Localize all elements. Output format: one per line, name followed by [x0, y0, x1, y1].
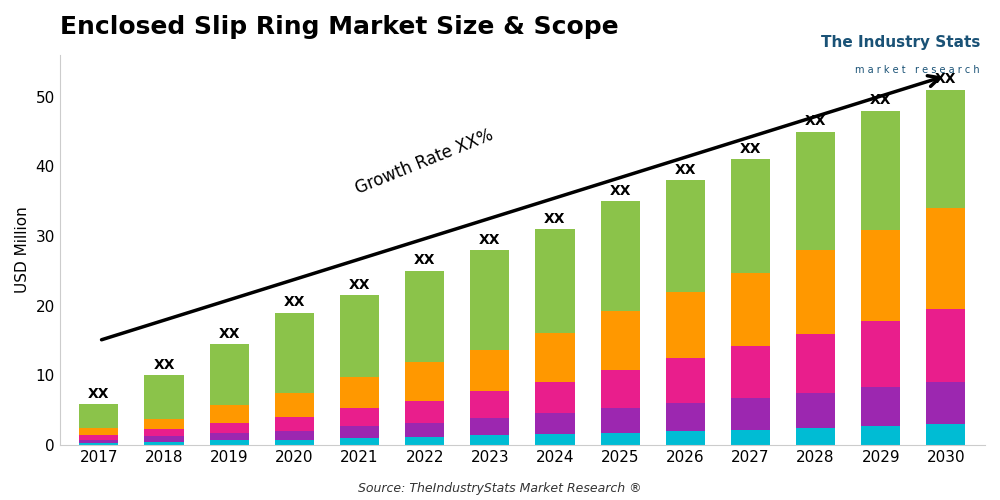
- Text: XX: XX: [479, 232, 501, 246]
- Bar: [144, 376, 184, 418]
- Text: XX: XX: [740, 142, 761, 156]
- Bar: [535, 229, 575, 333]
- Text: XX: XX: [88, 386, 110, 400]
- Y-axis label: USD Million: USD Million: [15, 206, 30, 294]
- Bar: [666, 292, 705, 358]
- Bar: [601, 201, 640, 310]
- Bar: [535, 413, 575, 434]
- Text: XX: XX: [153, 358, 175, 372]
- Bar: [731, 346, 770, 399]
- Bar: [731, 273, 770, 346]
- Bar: [926, 424, 965, 445]
- Bar: [210, 434, 249, 440]
- Bar: [470, 392, 509, 418]
- Bar: [340, 408, 379, 426]
- Text: XX: XX: [675, 163, 696, 177]
- Bar: [470, 250, 509, 350]
- Bar: [340, 438, 379, 445]
- Text: Enclosed Slip Ring Market Size & Scope: Enclosed Slip Ring Market Size & Scope: [60, 15, 618, 39]
- Bar: [470, 436, 509, 445]
- Bar: [144, 429, 184, 436]
- Bar: [470, 418, 509, 436]
- Text: XX: XX: [414, 254, 435, 268]
- Bar: [144, 418, 184, 429]
- Bar: [796, 393, 835, 428]
- Text: Source: TheIndustryStats Market Research ®: Source: TheIndustryStats Market Research…: [358, 482, 642, 495]
- Bar: [535, 382, 575, 413]
- Bar: [340, 426, 379, 438]
- Bar: [861, 110, 900, 230]
- Bar: [731, 160, 770, 273]
- Bar: [535, 333, 575, 382]
- Bar: [79, 440, 118, 443]
- Bar: [405, 437, 444, 445]
- Text: XX: XX: [349, 278, 370, 292]
- Bar: [275, 440, 314, 445]
- Bar: [601, 408, 640, 432]
- Bar: [79, 434, 118, 440]
- Text: XX: XX: [609, 184, 631, 198]
- Bar: [796, 334, 835, 393]
- Bar: [275, 431, 314, 440]
- Text: XX: XX: [544, 212, 566, 226]
- Bar: [210, 406, 249, 423]
- Bar: [861, 321, 900, 388]
- Bar: [405, 400, 444, 423]
- Bar: [275, 418, 314, 431]
- Bar: [926, 382, 965, 424]
- Bar: [601, 432, 640, 445]
- Bar: [731, 430, 770, 445]
- Bar: [796, 250, 835, 334]
- Bar: [405, 423, 444, 437]
- Bar: [926, 309, 965, 382]
- Bar: [405, 271, 444, 362]
- Bar: [861, 230, 900, 321]
- Text: The Industry Stats: The Industry Stats: [821, 35, 980, 50]
- Bar: [666, 431, 705, 445]
- Bar: [470, 350, 509, 392]
- Bar: [796, 428, 835, 445]
- Bar: [405, 362, 444, 401]
- Bar: [340, 296, 379, 377]
- Bar: [666, 358, 705, 404]
- Bar: [210, 344, 249, 406]
- Bar: [210, 440, 249, 445]
- Bar: [275, 393, 314, 417]
- Bar: [666, 180, 705, 292]
- Bar: [210, 423, 249, 434]
- Bar: [144, 436, 184, 442]
- Bar: [144, 442, 184, 445]
- Text: XX: XX: [284, 295, 305, 309]
- Bar: [79, 404, 118, 428]
- Text: XX: XX: [935, 72, 957, 86]
- Bar: [861, 388, 900, 426]
- Bar: [79, 443, 118, 445]
- Bar: [275, 312, 314, 393]
- Bar: [796, 132, 835, 250]
- Bar: [79, 428, 118, 434]
- Text: XX: XX: [870, 93, 892, 107]
- Bar: [340, 377, 379, 408]
- Text: XX: XX: [218, 326, 240, 340]
- Text: XX: XX: [805, 114, 826, 128]
- Bar: [731, 398, 770, 430]
- Text: m a r k e t   r e s e a r c h: m a r k e t r e s e a r c h: [855, 65, 980, 75]
- Bar: [666, 404, 705, 431]
- Bar: [861, 426, 900, 445]
- Bar: [601, 310, 640, 370]
- Bar: [926, 90, 965, 208]
- Bar: [535, 434, 575, 445]
- Bar: [926, 208, 965, 309]
- Text: Growth Rate XX%: Growth Rate XX%: [353, 126, 496, 198]
- Bar: [601, 370, 640, 408]
